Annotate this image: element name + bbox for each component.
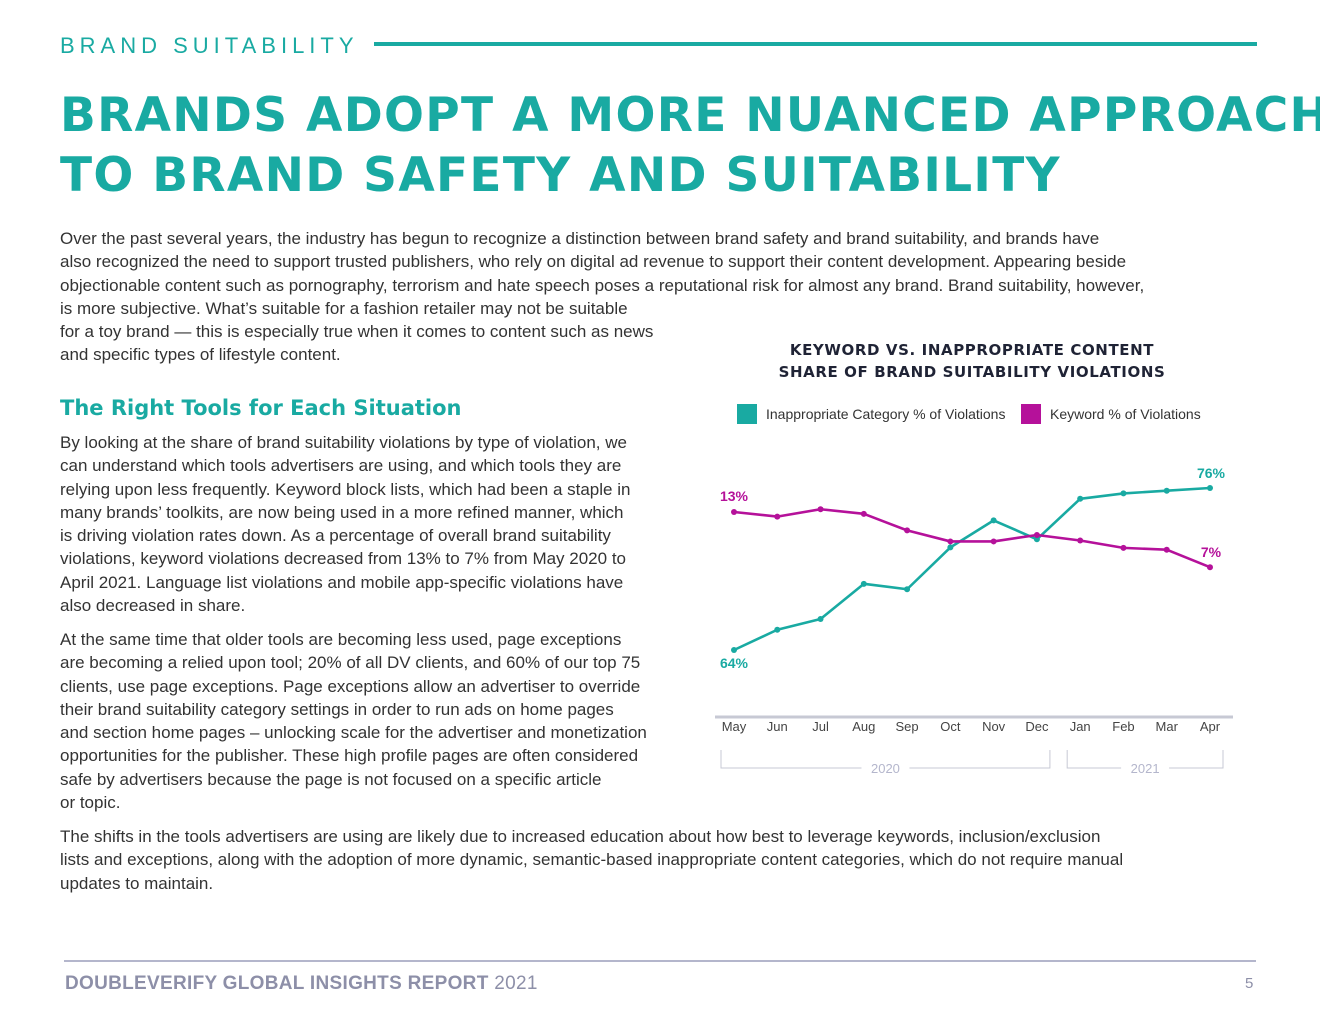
x-tick-label: Apr bbox=[1200, 719, 1221, 734]
data-point bbox=[774, 513, 781, 520]
text-line: their brand suitability category setting… bbox=[60, 699, 614, 719]
text-line: Over the past several years, the industr… bbox=[60, 229, 1100, 248]
year-label: 2020 bbox=[871, 761, 900, 776]
text-line: is driving violation rates down. As a pe… bbox=[60, 526, 611, 546]
series-line bbox=[733, 507, 1211, 569]
data-point bbox=[1120, 490, 1127, 497]
text-line: many brands’ toolkits, are now being use… bbox=[60, 502, 624, 522]
text-line: opportunities for the publisher. These h… bbox=[60, 746, 639, 766]
text-line: and section home pages – unlocking scale… bbox=[60, 723, 647, 743]
year-label: 2021 bbox=[1131, 761, 1160, 776]
data-point bbox=[990, 517, 997, 524]
data-point bbox=[731, 647, 737, 653]
data-point bbox=[1120, 544, 1127, 551]
x-tick-label: Feb bbox=[1112, 719, 1134, 734]
text-line: clients, use page exceptions. Page excep… bbox=[60, 676, 641, 696]
section-rule bbox=[374, 42, 1257, 46]
x-tick-label: Jan bbox=[1070, 719, 1091, 734]
x-tick-label: Nov bbox=[982, 719, 1006, 734]
footer-rule bbox=[64, 960, 1256, 962]
text-line: At the same time that older tools are be… bbox=[60, 630, 622, 649]
data-point bbox=[904, 586, 911, 593]
text-line: and specific types of lifestyle content. bbox=[60, 345, 341, 365]
text-line: By looking at the share of brand suitabi… bbox=[60, 433, 627, 452]
data-point bbox=[731, 509, 737, 515]
legend-swatch-keyword bbox=[1021, 404, 1041, 424]
text-line: or topic. bbox=[60, 793, 121, 813]
legend-item-inappropriate: Inappropriate Category % of Violations bbox=[737, 404, 1005, 424]
intro-paragraph: Over the past several years, the industr… bbox=[60, 227, 1144, 367]
text-line: lists and exceptions, along with the ado… bbox=[60, 850, 1124, 870]
data-point bbox=[1077, 537, 1084, 544]
text-line: violations, keyword violations decreased… bbox=[60, 549, 626, 569]
text-line: updates to maintain. bbox=[60, 873, 214, 893]
series-line bbox=[733, 486, 1211, 652]
footer-report-title: DOUBLEVERIFY GLOBAL INSIGHTS REPORT 2021 bbox=[65, 973, 538, 995]
line-chart: May Jun Jul Aug Sep Oct Nov Dec Jan Feb Mar Apr 2020… bbox=[715, 465, 1233, 776]
data-point bbox=[860, 580, 867, 587]
text-line: are becoming a relied upon tool; 20% of … bbox=[60, 653, 641, 673]
data-point bbox=[1033, 532, 1040, 538]
text-line: The shifts in the tools advertisers are … bbox=[60, 827, 1101, 846]
data-point bbox=[990, 538, 997, 545]
closing-paragraph: The shifts in the tools advertisers are … bbox=[60, 825, 1123, 895]
text-line: safe by advertisers because the page is … bbox=[60, 769, 602, 789]
data-point bbox=[904, 527, 911, 534]
data-point bbox=[1033, 536, 1040, 543]
legend-label-inappropriate: Inappropriate Category % of Violations bbox=[766, 406, 1006, 422]
page-number: 5 bbox=[1245, 975, 1254, 992]
data-label: 76% bbox=[1197, 465, 1226, 481]
year-bracket bbox=[1066, 750, 1224, 769]
data-point bbox=[1077, 495, 1084, 502]
x-tick-label: Jun bbox=[767, 719, 788, 734]
page-title-line: TO BRAND SAFETY AND SUITABILITY bbox=[60, 148, 1061, 203]
data-point bbox=[947, 544, 954, 551]
x-tick-label: Mar bbox=[1156, 719, 1179, 734]
body-paragraph-1: By looking at the share of brand suitabi… bbox=[60, 431, 630, 617]
data-point bbox=[1163, 546, 1170, 553]
data-point bbox=[947, 538, 954, 545]
x-tick-label: Sep bbox=[896, 719, 919, 734]
data-point bbox=[1163, 487, 1170, 494]
x-tick-label: May bbox=[722, 719, 747, 734]
text-line: can understand which tools advertisers a… bbox=[60, 456, 622, 476]
data-point bbox=[860, 510, 867, 517]
section-subheading: The Right Tools for Each Situation bbox=[60, 396, 462, 420]
legend-label-keyword: Keyword % of Violations bbox=[1050, 406, 1201, 422]
data-point bbox=[817, 615, 824, 622]
year-bracket bbox=[720, 750, 1051, 769]
data-label: 13% bbox=[720, 488, 749, 504]
text-line: also recognized the need to support trus… bbox=[60, 252, 1127, 272]
legend-item-keyword: Keyword % of Violations bbox=[1021, 404, 1201, 424]
page-title-line: BRANDS ADOPT A MORE NUANCED APPROACH bbox=[60, 88, 1320, 143]
footer-year: 2021 bbox=[494, 973, 538, 994]
data-point bbox=[774, 626, 781, 633]
data-label: 64% bbox=[720, 655, 749, 671]
data-point bbox=[1207, 564, 1213, 571]
x-tick-label: Jul bbox=[812, 719, 829, 734]
x-tick-label: Dec bbox=[1025, 719, 1049, 734]
text-line: objectionable content such as pornograph… bbox=[60, 275, 1145, 295]
body-paragraph-2: At the same time that older tools are be… bbox=[60, 628, 647, 814]
x-tick-label: Aug bbox=[852, 719, 875, 734]
data-point bbox=[817, 506, 824, 513]
footer-title: DOUBLEVERIFY GLOBAL INSIGHTS REPORT bbox=[65, 973, 489, 994]
x-tick-label: Oct bbox=[940, 719, 961, 734]
page-title: BRANDS ADOPT A MORE NUANCED APPROACH TO … bbox=[60, 86, 1320, 206]
text-line: relying upon less frequently. Keyword bl… bbox=[60, 479, 631, 499]
data-label: 7% bbox=[1201, 544, 1222, 560]
text-line: April 2021. Language list violations and… bbox=[60, 572, 624, 592]
chart-title: KEYWORD VS. INAPPROPRIATE CONTENT SHARE … bbox=[742, 339, 1202, 383]
section-label: BRAND SUITABILITY bbox=[60, 33, 359, 58]
legend-swatch-inappropriate bbox=[737, 404, 757, 424]
text-line: is more subjective. What’s suitable for … bbox=[60, 298, 628, 318]
chart-title-line: KEYWORD VS. INAPPROPRIATE CONTENT bbox=[789, 341, 1155, 359]
data-point bbox=[1207, 485, 1213, 491]
text-line: for a toy brand — this is especially tru… bbox=[60, 322, 654, 342]
text-line: also decreased in share. bbox=[60, 596, 246, 616]
chart-title-line: SHARE OF BRAND SUITABILITY VIOLATIONS bbox=[778, 363, 1166, 381]
